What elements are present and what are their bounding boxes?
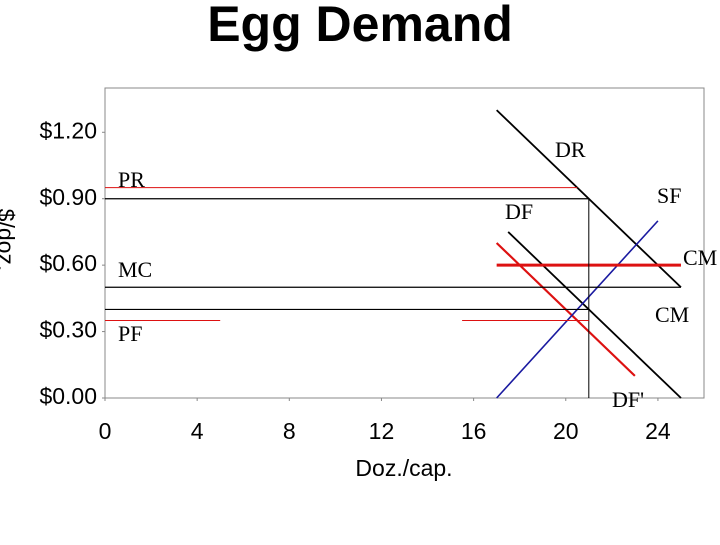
x-tick-label: 0	[99, 418, 112, 444]
curve-label: CM	[683, 245, 717, 270]
curve-label: SF	[657, 183, 681, 208]
plot-frame	[104, 87, 705, 399]
x-tick-label: 12	[369, 418, 395, 444]
x-tick-label: 8	[283, 418, 296, 444]
curve-label: PR	[118, 167, 145, 192]
x-tick-label: 20	[553, 418, 579, 444]
y-tick-label: $0.30	[39, 317, 97, 343]
y-tick-label: $1.20	[39, 117, 97, 143]
curve	[507, 231, 682, 399]
y-axis-label: $/doz.	[0, 209, 19, 272]
curve-label: PF	[118, 321, 142, 346]
x-tick-label: 24	[645, 418, 671, 444]
chart-title: Egg Demand	[207, 0, 513, 52]
y-tick-label: $0.60	[39, 250, 97, 276]
x-tick-label: 4	[191, 418, 204, 444]
y-tick-label: $0.90	[39, 184, 97, 210]
curve-label: DF'	[612, 387, 644, 412]
curve-label: DR	[555, 137, 586, 162]
curve-label: MC	[118, 257, 152, 282]
y-tick-label: $0.00	[39, 383, 97, 409]
curve-label: CM	[655, 302, 689, 327]
curve-label: DF	[505, 199, 533, 224]
x-tick-label: 16	[461, 418, 487, 444]
x-axis-label: Doz./cap.	[355, 455, 452, 481]
